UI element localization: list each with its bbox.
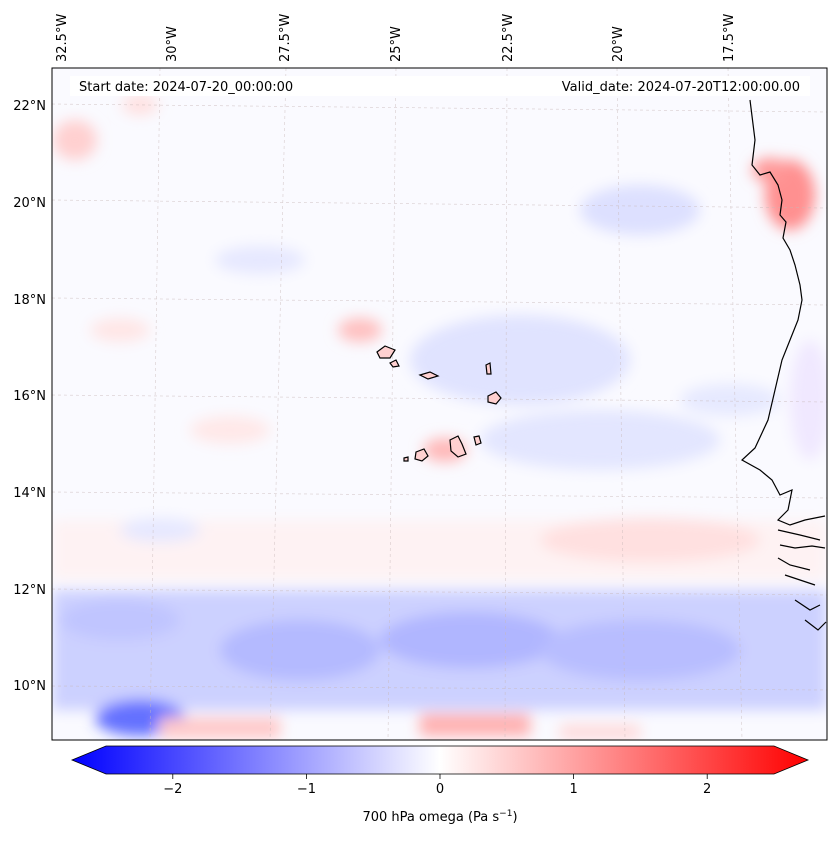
colorbar-tick-label: −1 <box>297 782 316 797</box>
lon-labels: 32.5°W 30°W 27.5°W 25°W 22.5°W 20°W 17.5… <box>55 14 737 62</box>
lat-label: 22°N <box>13 99 46 114</box>
map-panel <box>52 68 827 740</box>
omega-field <box>52 95 827 739</box>
lat-label: 18°N <box>13 293 46 308</box>
valid-date-label: Valid_date: 2024-07-20T12:00:00.00 <box>562 80 800 95</box>
colorbar-tick-label: 0 <box>436 782 444 797</box>
gridlines <box>52 68 827 740</box>
lon-label: 22.5°W <box>501 14 516 62</box>
lon-label: 27.5°W <box>278 14 293 62</box>
colorbar-tick-label: 1 <box>569 782 577 797</box>
lon-label: 32.5°W <box>55 14 70 62</box>
lon-label: 17.5°W <box>722 14 737 62</box>
colorbar-label: 700 hPa omega (Pa s−1) <box>362 809 517 825</box>
date-banner <box>70 76 810 96</box>
colorbar: −2 −1 0 1 2 700 hPa omega (Pa s−1) <box>70 745 810 825</box>
lat-label: 14°N <box>13 486 46 501</box>
lat-label: 20°N <box>13 196 46 211</box>
map-frame <box>51 67 828 741</box>
lat-label: 12°N <box>13 583 46 598</box>
colorbar-tick-label: −2 <box>163 782 182 797</box>
lon-label: 25°W <box>389 26 404 62</box>
colorbar-tick-label: 2 <box>703 782 711 797</box>
cape-verde-islands <box>376 345 502 462</box>
lat-labels: 22°N 20°N 18°N 16°N 14°N 12°N 10°N <box>13 99 46 694</box>
lat-label: 16°N <box>13 389 46 404</box>
lon-label: 20°W <box>611 26 626 62</box>
colorbar-ticks: −2 −1 0 1 2 <box>163 774 711 797</box>
coastline-africa <box>740 99 827 631</box>
start-date-label: Start date: 2024-07-20_00:00:00 <box>79 80 293 95</box>
colorbar-body <box>70 745 810 775</box>
lat-label: 10°N <box>13 679 46 694</box>
lon-label: 30°W <box>165 26 180 62</box>
